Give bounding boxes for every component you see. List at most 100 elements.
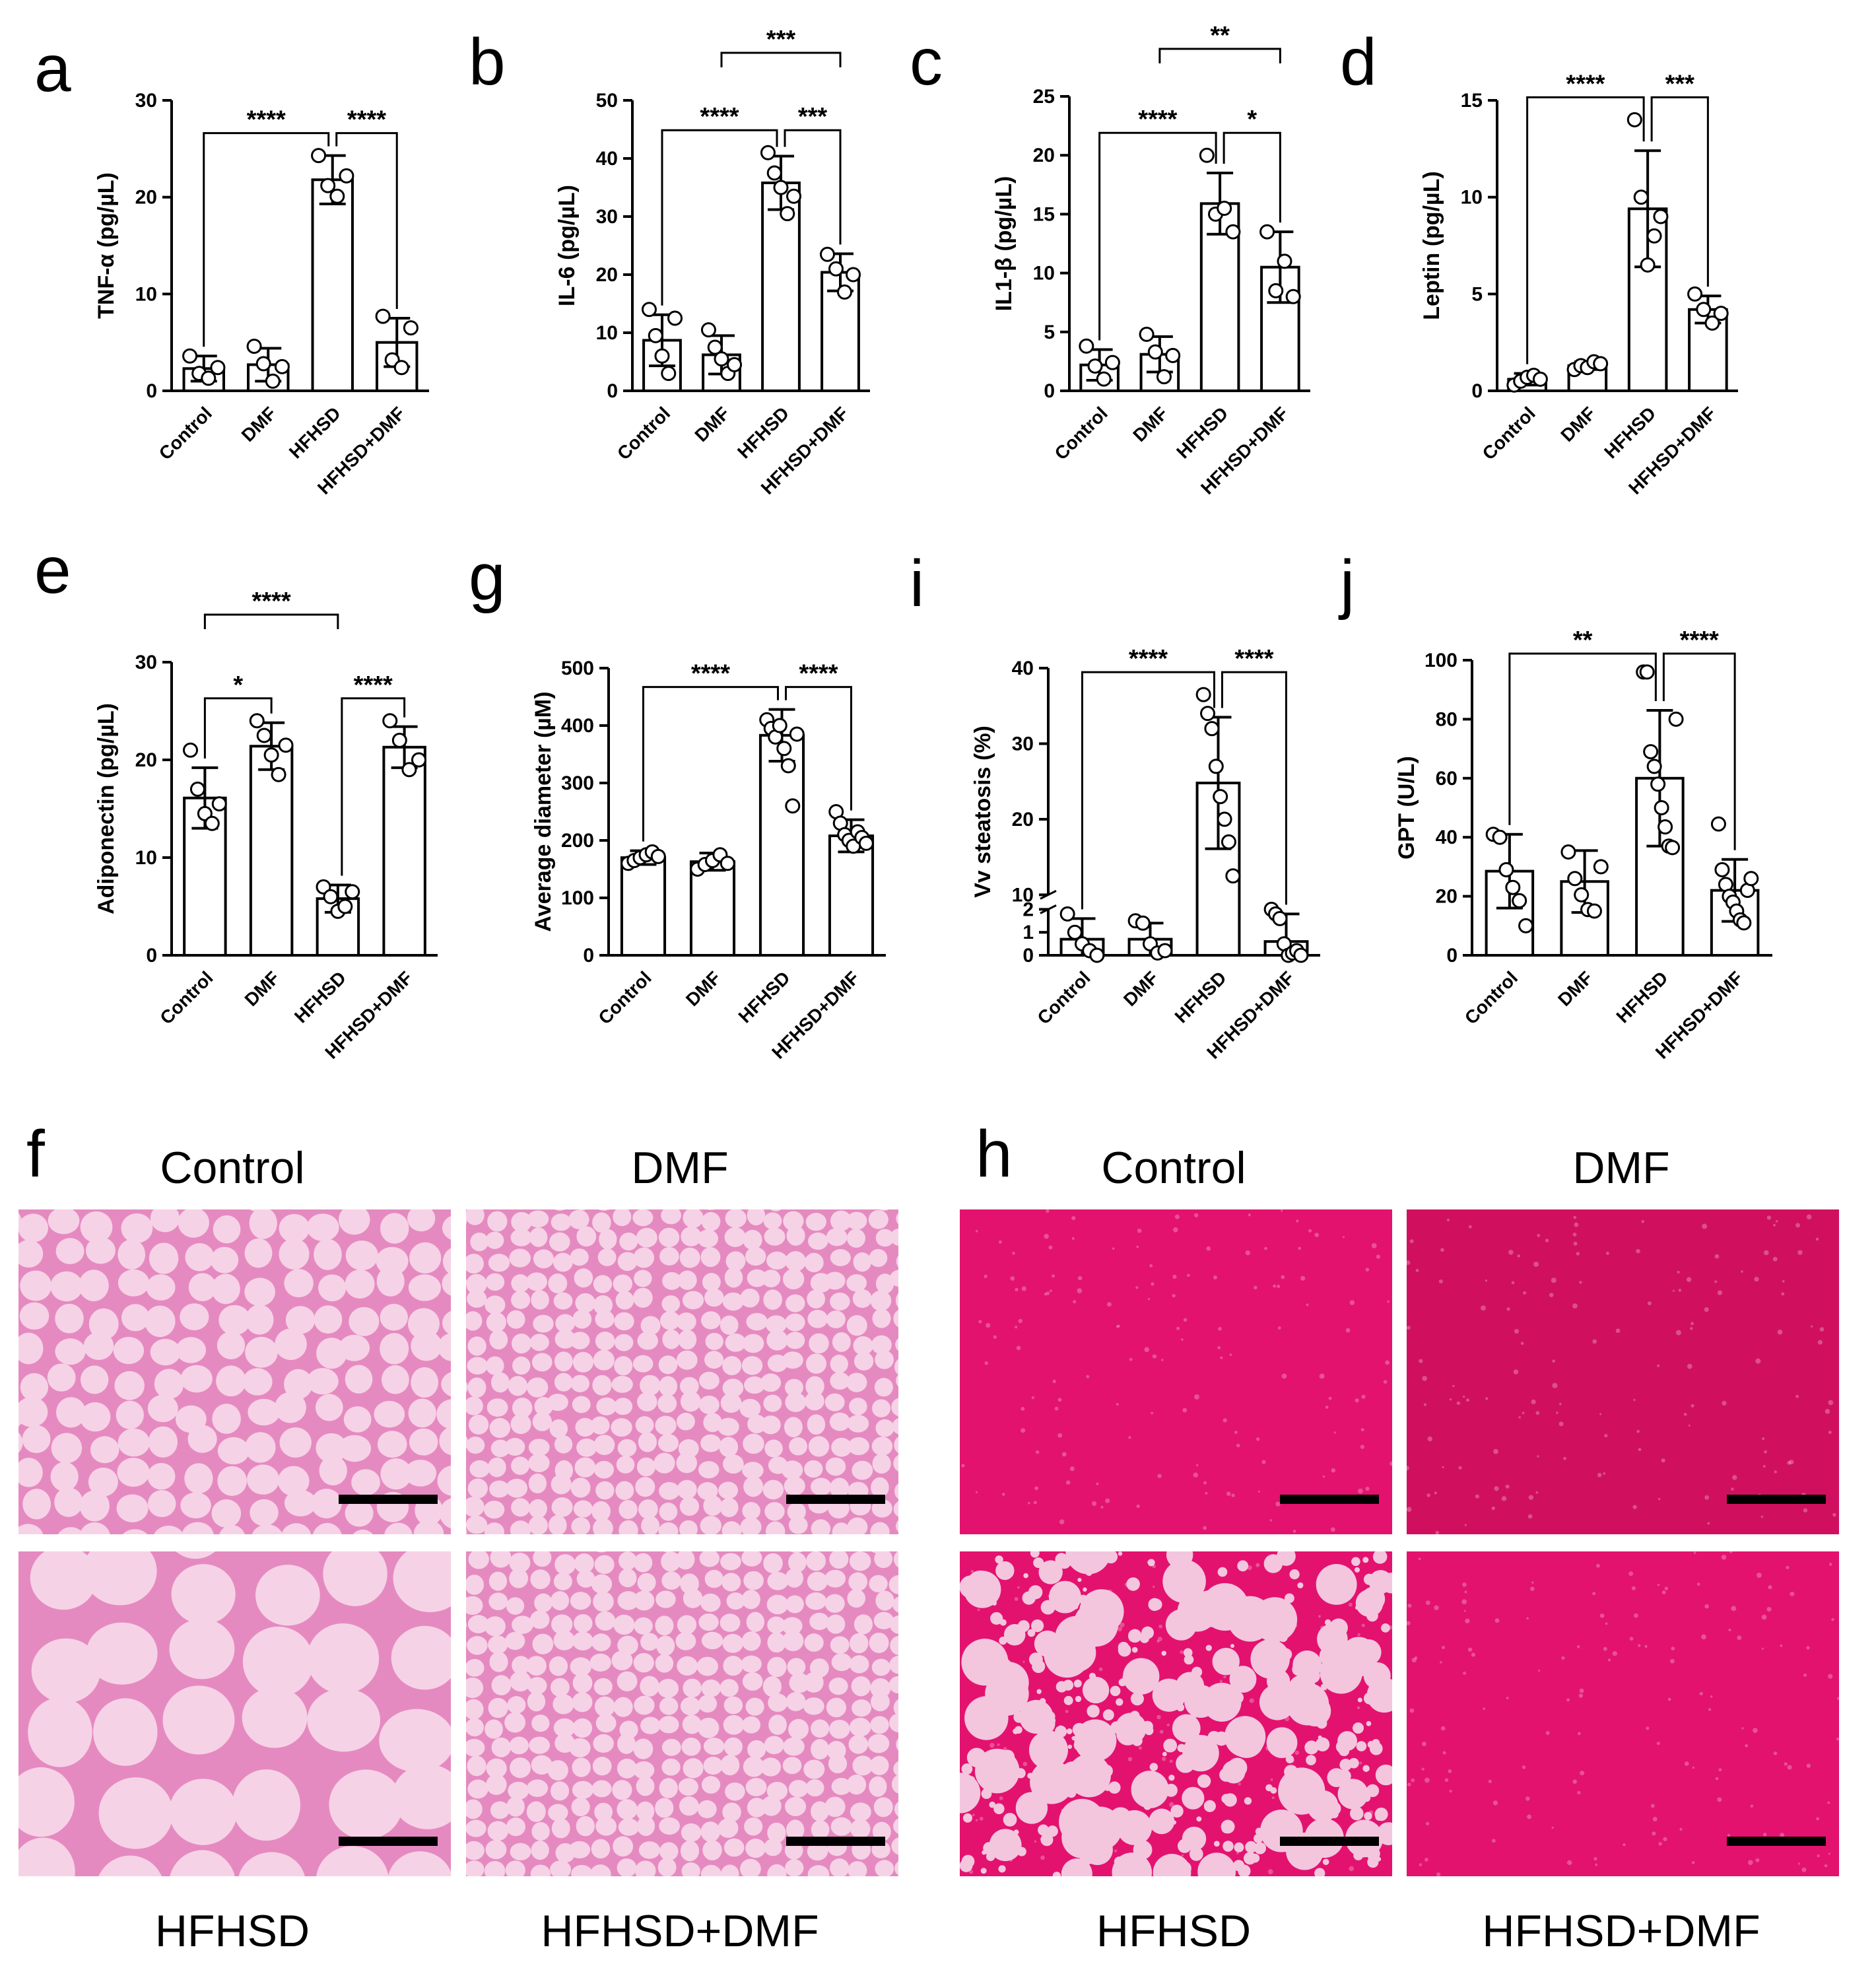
data-point [1272, 910, 1288, 926]
tissue-texture [1052, 1379, 1056, 1383]
adipocyte [826, 1228, 848, 1246]
tissue-texture [1781, 1292, 1785, 1296]
lipid-droplet [1351, 1557, 1360, 1567]
significance-bracket [1098, 131, 1217, 341]
tissue-texture [1755, 1358, 1761, 1364]
adipocyte [702, 1840, 722, 1860]
adipocyte [745, 1247, 766, 1266]
adipocyte [466, 1641, 467, 1647]
tissue-texture [1173, 1227, 1178, 1233]
lipid-droplet [1149, 1808, 1175, 1835]
tissue-texture [1837, 1697, 1839, 1700]
adipocyte [893, 1699, 898, 1716]
adipocyte [467, 1636, 488, 1655]
adipocyte [529, 1881, 548, 1901]
lipid-droplet [995, 1555, 1003, 1564]
y-axis-title: Adiponectin (pg/µL) [94, 703, 119, 914]
data-point [780, 206, 795, 222]
tissue-texture [1549, 1293, 1554, 1297]
tissue-texture [1603, 1472, 1606, 1475]
adipocyte [782, 1617, 803, 1635]
adipocyte [467, 1885, 486, 1903]
adipocyte [702, 1881, 723, 1901]
adipocyte [617, 1858, 637, 1876]
lipid-droplet [1285, 1593, 1294, 1604]
adipocyte [873, 1612, 894, 1629]
tissue-texture [1762, 1465, 1766, 1468]
tissue-texture [1449, 1790, 1452, 1793]
tissue-texture [1558, 1402, 1562, 1406]
adipocyte [871, 1477, 889, 1498]
tissue-texture [1046, 1291, 1050, 1295]
adipocyte [722, 1882, 744, 1901]
adipocyte [641, 1516, 660, 1534]
adipocyte [597, 1248, 617, 1266]
data-point [727, 357, 743, 372]
adipocyte [547, 1760, 568, 1781]
adipocyte [490, 1801, 510, 1819]
lipid-droplet [1273, 1706, 1281, 1715]
tissue-texture [1579, 1281, 1582, 1284]
adipocyte [613, 1836, 634, 1857]
adipocyte [592, 1757, 612, 1776]
adipocyte [245, 1432, 276, 1463]
tissue-texture [1223, 1675, 1226, 1679]
adipocyte [661, 1758, 681, 1776]
tissue-texture [1236, 1851, 1239, 1854]
tissue-texture [1810, 1325, 1813, 1328]
lipid-droplet [1284, 1765, 1298, 1779]
adipocyte [154, 1525, 184, 1534]
adipocyte [870, 1716, 889, 1734]
tissue-texture [1249, 1698, 1254, 1703]
tissue-texture [1678, 1289, 1682, 1292]
panel-letter: g [469, 540, 506, 614]
adipocyte [506, 1478, 528, 1498]
tissue-texture [1444, 1778, 1449, 1783]
adipocyte [466, 1841, 485, 1860]
adipocyte [0, 1458, 15, 1485]
tissue-texture [1691, 1404, 1694, 1408]
y-tick-label: 15 [1461, 90, 1483, 112]
adipocyte [573, 1500, 593, 1518]
adipocyte [634, 1553, 653, 1573]
y-tick-label: 20 [596, 264, 618, 286]
adipocyte [824, 1393, 845, 1411]
adipocyte [871, 1437, 893, 1456]
micrograph-image [466, 1528, 916, 1903]
adipocyte [783, 1737, 805, 1756]
tissue-texture [1194, 1394, 1199, 1400]
adipocyte [892, 1596, 898, 1613]
adipocyte [721, 1864, 739, 1876]
lipid-droplet [1296, 1806, 1303, 1813]
lipid-droplet [1254, 1833, 1263, 1843]
tissue-texture [1271, 1796, 1275, 1800]
adipocyte [217, 1437, 250, 1465]
adipocyte [485, 1719, 503, 1739]
y-tick-label: 10 [1033, 263, 1055, 285]
adipocyte [805, 1213, 826, 1231]
tissue-texture [1044, 1293, 1048, 1296]
data-point [1139, 326, 1155, 342]
adipocyte [275, 1328, 307, 1361]
tissue-texture [1776, 1220, 1778, 1223]
tissue-texture [1465, 1398, 1470, 1402]
adipocyte [0, 1179, 15, 1207]
tissue-texture [1040, 1855, 1045, 1860]
tissue-texture [1508, 1250, 1514, 1255]
adipocyte [676, 1312, 696, 1331]
adipocyte [824, 1272, 846, 1290]
lipid-droplet [1344, 1670, 1355, 1680]
adipocyte [824, 1796, 846, 1817]
adipocyte [83, 1332, 114, 1360]
tissue-texture [1349, 1866, 1355, 1872]
adipocyte [879, 1209, 889, 1211]
tissue-texture [1561, 1656, 1565, 1660]
data-point [1687, 286, 1703, 302]
adipocyte [829, 1412, 850, 1431]
tissue-texture [999, 1796, 1003, 1800]
adipocyte [576, 1816, 595, 1837]
adipocyte [553, 1573, 572, 1590]
data-point [1593, 356, 1609, 372]
tissue-texture [1633, 1398, 1636, 1402]
adipocyte [896, 1528, 916, 1547]
